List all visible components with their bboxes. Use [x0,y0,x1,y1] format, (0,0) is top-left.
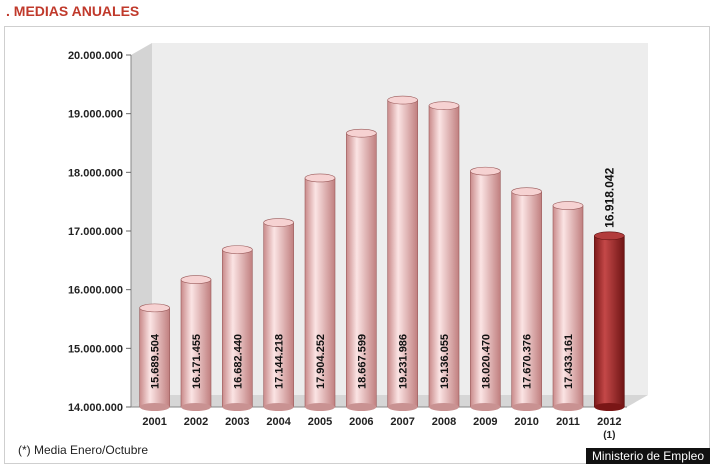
bar-2008 [428,105,460,408]
x-tick-label: 2010 [514,416,538,428]
bar-base-2011 [553,403,583,411]
bar-2007 [387,99,418,408]
bar-top-2004 [263,218,294,227]
bar-top-2005 [304,173,336,183]
bar-2009 [470,170,501,408]
data-label: 16.171.455 [191,334,203,389]
bar-top-2010 [511,187,542,196]
y-tick-label: 19.000.000 [68,109,123,121]
bar-base-2009 [470,403,501,411]
bar-2011 [552,205,584,408]
bar-top-2001 [139,303,170,313]
data-label: 15.689.504 [150,333,162,389]
data-label: 17.670.376 [522,334,534,389]
bar-2005 [304,177,336,408]
bar-base-2007 [387,403,418,411]
bar-base-2012 [594,403,625,411]
y-tick-label: 17.000.000 [68,226,123,238]
bar-2001 [139,307,170,408]
bar-2012 [594,235,625,408]
x-tick-label: 2009 [473,416,497,428]
bar-2006 [346,132,377,408]
x-tick-label: 2004 [266,416,291,428]
data-label: 17.433.161 [563,334,575,389]
x-tick-label: 2008 [432,416,456,428]
x-tick-label: 2006 [349,416,373,428]
page-title: . MEDIAS ANUALES [6,3,140,19]
x-tick-label: 2007 [390,416,414,428]
x-tick-label: 2001 [142,416,166,428]
bar-base-2005 [305,403,335,411]
bar-base-2003 [222,403,253,411]
y-tick-label: 18.000.000 [68,167,123,179]
data-label: 19.231.986 [398,334,410,389]
y-tick-label: 14.000.000 [68,402,123,414]
footnote: (*) Media Enero/Octubre [18,443,149,457]
bar-top-2009 [470,166,501,176]
x-tick-sublabel: (1) [603,430,615,441]
data-label: 17.144.218 [274,334,286,389]
bar-2010 [511,191,542,408]
bar-top-2012 [594,231,625,241]
bar-top-2011 [552,201,584,210]
bar-2002 [180,279,212,408]
data-label: 18.020.470 [480,334,492,389]
x-tick-label: 2012 [597,416,621,428]
bar-base-2002 [181,403,211,411]
y-tick-label: 15.000.000 [68,343,123,355]
bar-top-2002 [180,275,212,284]
bar-base-2010 [511,403,542,411]
bar-2003 [222,249,253,408]
x-tick-label: 2003 [225,416,249,428]
data-label: 16.682.440 [232,334,244,389]
x-tick-label: 2005 [308,416,332,428]
bar-base-2004 [263,403,294,411]
data-label: 18.667.599 [356,334,368,389]
bar-top-2006 [346,128,377,138]
bar-top-2003 [222,245,253,254]
bar-base-2008 [429,403,459,411]
bar-top-2007 [387,95,418,105]
bar-base-2006 [346,403,377,411]
x-tick-label: 2002 [184,416,208,428]
image-credit: Ministerio de Empleo [585,448,710,464]
y-tick-label: 20.000.000 [68,50,123,62]
data-label: 19.136.055 [439,334,451,389]
bar-2004 [263,222,294,408]
x-tick-label: 2011 [556,416,580,428]
bar-base-2001 [139,403,170,411]
data-label: 17.904.252 [315,334,327,389]
y-tick-label: 16.000.000 [68,285,123,297]
bar-top-2008 [428,101,460,110]
data-label: 16.918.042 [602,167,616,227]
